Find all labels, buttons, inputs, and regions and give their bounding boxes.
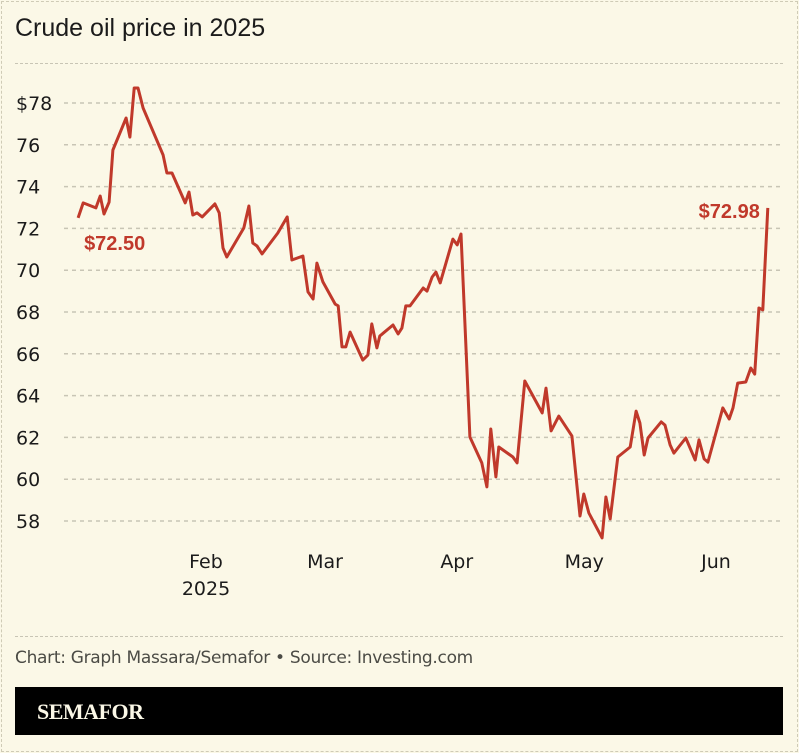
data-label: $72.50 xyxy=(84,233,145,255)
y-tick-label: 74 xyxy=(16,177,40,199)
y-tick-label: 76 xyxy=(16,135,40,157)
x-tick-label: Mar xyxy=(307,551,343,573)
y-tick-label: 58 xyxy=(16,511,40,533)
chart-credit: Chart: Graph Massara/Semafor • Source: I… xyxy=(15,648,473,668)
semafor-logo: SEMAFOR xyxy=(37,699,144,724)
y-tick-label: 62 xyxy=(16,427,40,449)
line-chart: $78 76 74 72 70 68 66 64 62 60 58 Feb 2025 Mar Apr May J… xyxy=(16,86,783,600)
y-tick-label: 66 xyxy=(16,344,40,366)
x-tick-year-label: 2025 xyxy=(182,578,230,600)
y-tick-label: 72 xyxy=(16,218,40,240)
title-divider xyxy=(15,63,783,64)
y-tick-label: 60 xyxy=(16,469,40,491)
x-tick-label: Apr xyxy=(440,551,473,573)
x-tick-label: May xyxy=(565,551,604,573)
y-tick-label: $78 xyxy=(16,93,52,115)
y-tick-label: 68 xyxy=(16,302,40,324)
footer-divider xyxy=(15,636,783,637)
chart-title: Crude oil price in 2025 xyxy=(15,14,266,42)
y-tick-label: 70 xyxy=(16,260,40,282)
data-label: $72.98 xyxy=(699,201,760,223)
x-tick-label: Jun xyxy=(700,551,731,573)
price-line xyxy=(76,86,770,540)
x-tick-label: Feb xyxy=(189,551,223,573)
y-tick-label: 64 xyxy=(16,386,40,408)
brand-bar: SEMAFOR xyxy=(15,687,783,735)
